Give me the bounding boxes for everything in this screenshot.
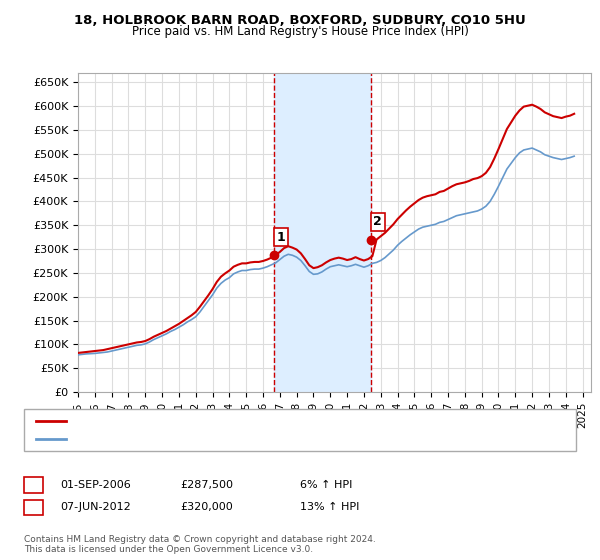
Text: 2: 2: [30, 502, 37, 512]
Text: Contains HM Land Registry data © Crown copyright and database right 2024.
This d: Contains HM Land Registry data © Crown c…: [24, 535, 376, 554]
Bar: [274, 73, 371, 392]
Text: 1: 1: [30, 480, 37, 490]
Text: £320,000: £320,000: [180, 502, 233, 512]
Text: 1: 1: [277, 231, 286, 244]
Text: 2: 2: [373, 215, 382, 228]
Text: 18, HOLBROOK BARN ROAD, BOXFORD, SUDBURY, CO10 5HU (detached house): 18, HOLBROOK BARN ROAD, BOXFORD, SUDBURY…: [72, 416, 486, 426]
Text: 6% ↑ HPI: 6% ↑ HPI: [300, 480, 352, 490]
Text: 01-SEP-2006: 01-SEP-2006: [60, 480, 131, 490]
Text: Price paid vs. HM Land Registry's House Price Index (HPI): Price paid vs. HM Land Registry's House …: [131, 25, 469, 38]
Text: 07-JUN-2012: 07-JUN-2012: [60, 502, 131, 512]
Text: HPI: Average price, detached house, Babergh: HPI: Average price, detached house, Babe…: [72, 434, 309, 444]
Text: £287,500: £287,500: [180, 480, 233, 490]
Text: 18, HOLBROOK BARN ROAD, BOXFORD, SUDBURY, CO10 5HU: 18, HOLBROOK BARN ROAD, BOXFORD, SUDBURY…: [74, 14, 526, 27]
Text: 13% ↑ HPI: 13% ↑ HPI: [300, 502, 359, 512]
